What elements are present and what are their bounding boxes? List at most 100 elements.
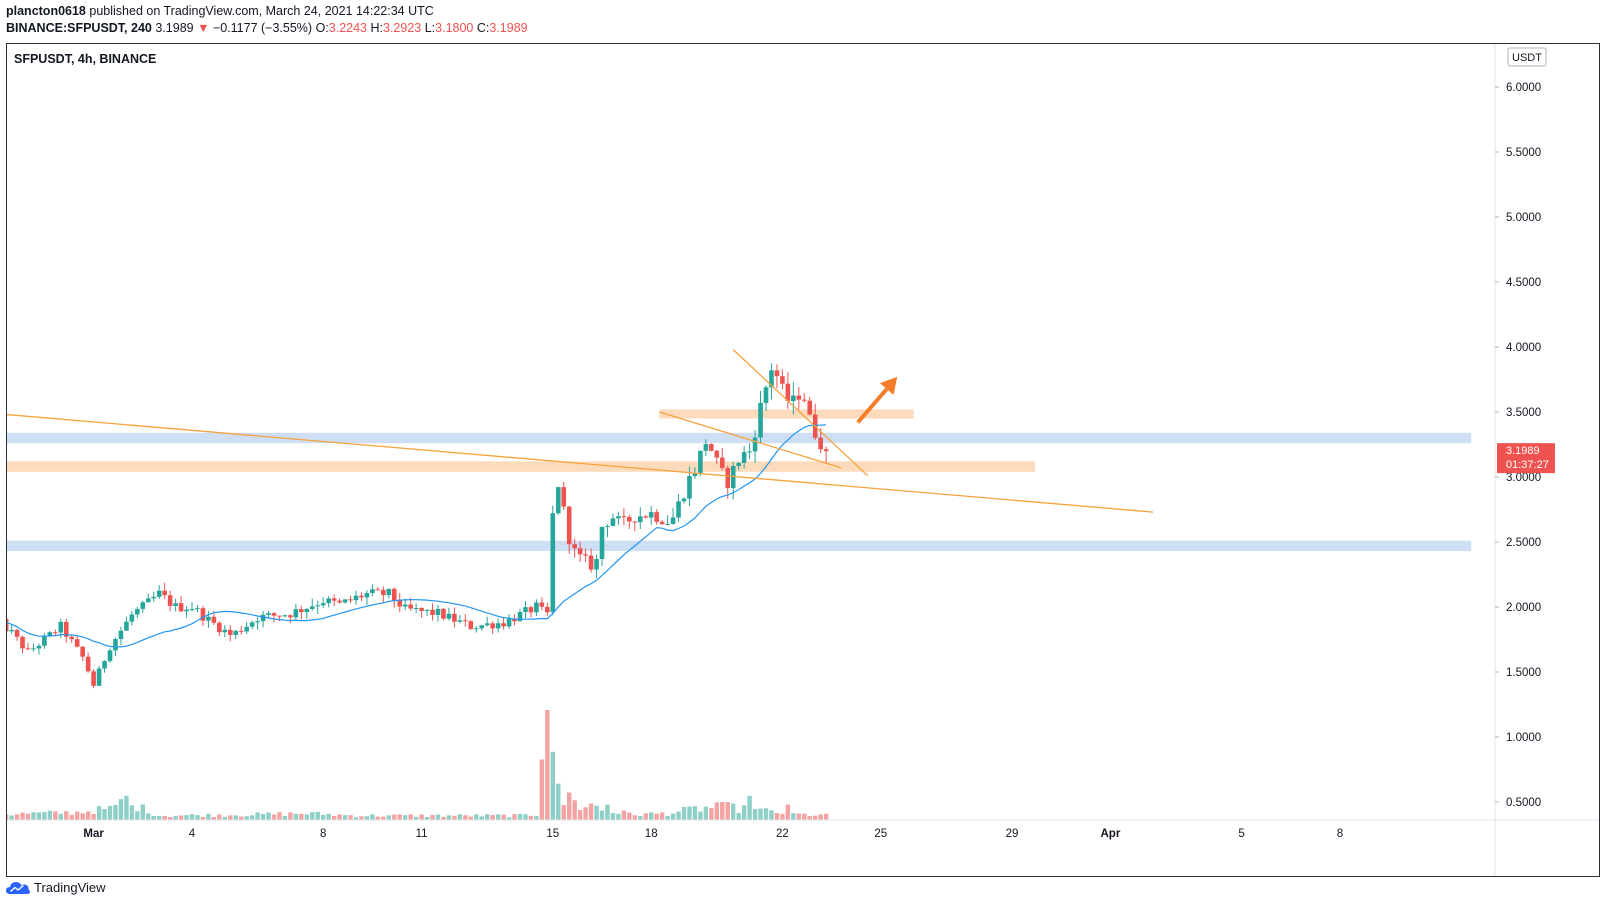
candle-body xyxy=(14,629,20,637)
volume-bar xyxy=(135,811,140,820)
candle xyxy=(468,620,474,630)
candle xyxy=(178,595,184,612)
candle-body xyxy=(692,472,698,477)
volume-bar xyxy=(408,814,413,820)
volume-bar xyxy=(736,813,741,820)
candle xyxy=(725,465,731,499)
volume-bar xyxy=(501,814,506,820)
candle xyxy=(506,614,512,629)
volume-bar xyxy=(20,812,25,820)
high-value: 3.2923 xyxy=(383,21,422,35)
candle-body xyxy=(113,639,118,651)
y-tick-label: 1.5000 xyxy=(1506,667,1541,679)
candle-body xyxy=(249,622,255,627)
y-tick-label: 2.5000 xyxy=(1506,537,1541,549)
candle xyxy=(791,382,796,415)
candle xyxy=(610,513,616,527)
candle xyxy=(763,385,769,411)
candle-body xyxy=(594,559,599,570)
candle xyxy=(271,612,277,623)
author-name[interactable]: plancton0618 xyxy=(6,4,86,18)
volume-bar xyxy=(506,817,512,820)
volume-bar xyxy=(310,812,315,820)
candle-body xyxy=(200,608,206,621)
candle xyxy=(36,643,42,655)
candle xyxy=(698,450,703,477)
volume-bar xyxy=(370,814,375,820)
candle-body xyxy=(129,614,135,622)
volume-bar xyxy=(206,813,211,820)
candle xyxy=(758,390,763,443)
volume-bar xyxy=(80,813,85,820)
candle xyxy=(413,603,419,614)
candle-body xyxy=(561,487,567,507)
candle-body xyxy=(424,609,430,611)
candle xyxy=(85,652,91,673)
candle-body xyxy=(364,593,370,598)
volume-bar xyxy=(25,813,31,820)
volume-bar xyxy=(326,813,331,820)
x-tick-label: 29 xyxy=(1006,828,1019,840)
candle-body xyxy=(457,620,463,622)
x-tick-label: 11 xyxy=(416,828,428,840)
candle xyxy=(391,587,397,608)
candle-body xyxy=(512,618,517,622)
tradingview-logo[interactable]: TradingView xyxy=(6,880,106,895)
candle-body xyxy=(36,645,42,649)
resistance-zone-2 xyxy=(7,461,1035,472)
candle xyxy=(14,628,20,641)
candle xyxy=(222,624,228,637)
volume-bar xyxy=(818,814,823,820)
volume-bar xyxy=(239,816,244,820)
volume-bar xyxy=(271,814,277,820)
volume-bar xyxy=(403,815,408,820)
volume-bar xyxy=(796,813,801,820)
y-tick-label: 4.0000 xyxy=(1506,342,1541,354)
volume-bar xyxy=(670,813,676,820)
y-tick-label: 0.5000 xyxy=(1506,797,1541,809)
candle-body xyxy=(271,613,277,616)
candle-body xyxy=(714,450,720,458)
currency-button[interactable]: USDT xyxy=(1507,47,1547,67)
volume-bar xyxy=(91,814,96,820)
x-tick-label: 8 xyxy=(320,828,326,840)
volume-bar xyxy=(517,813,523,820)
y-tick-label: 2.0000 xyxy=(1506,602,1541,614)
candle xyxy=(577,541,583,562)
candle-body xyxy=(102,661,107,669)
candle-body xyxy=(74,639,80,647)
candle xyxy=(676,493,681,523)
candle-body xyxy=(391,588,397,601)
candle xyxy=(823,446,829,464)
volume-bar xyxy=(424,816,430,820)
volume-bar xyxy=(69,814,74,820)
volume-bar xyxy=(807,816,812,820)
candle-body xyxy=(320,603,326,606)
volume-bar xyxy=(605,804,610,820)
volume-bar xyxy=(632,815,637,820)
candle xyxy=(227,625,233,642)
candle xyxy=(648,506,654,525)
volume-bar xyxy=(157,816,162,820)
volume-bar xyxy=(151,815,156,820)
candle-body xyxy=(238,630,244,632)
candle-body xyxy=(637,516,643,523)
tradingview-cloud-icon xyxy=(6,881,30,894)
candle xyxy=(337,598,342,604)
volume-bar xyxy=(359,816,364,820)
volume-bar xyxy=(7,814,9,820)
volume-bar xyxy=(638,816,643,820)
volume-bar xyxy=(288,812,293,820)
candle-body xyxy=(780,376,785,384)
candle-body xyxy=(681,498,687,502)
chart-frame[interactable] xyxy=(6,43,1600,877)
candle-body xyxy=(791,395,796,402)
candle xyxy=(299,605,304,620)
volume-bar xyxy=(780,813,785,820)
candle xyxy=(446,607,452,621)
candle xyxy=(69,634,75,643)
candle-body xyxy=(96,668,102,686)
candle xyxy=(282,614,288,618)
candle-body xyxy=(386,588,392,596)
